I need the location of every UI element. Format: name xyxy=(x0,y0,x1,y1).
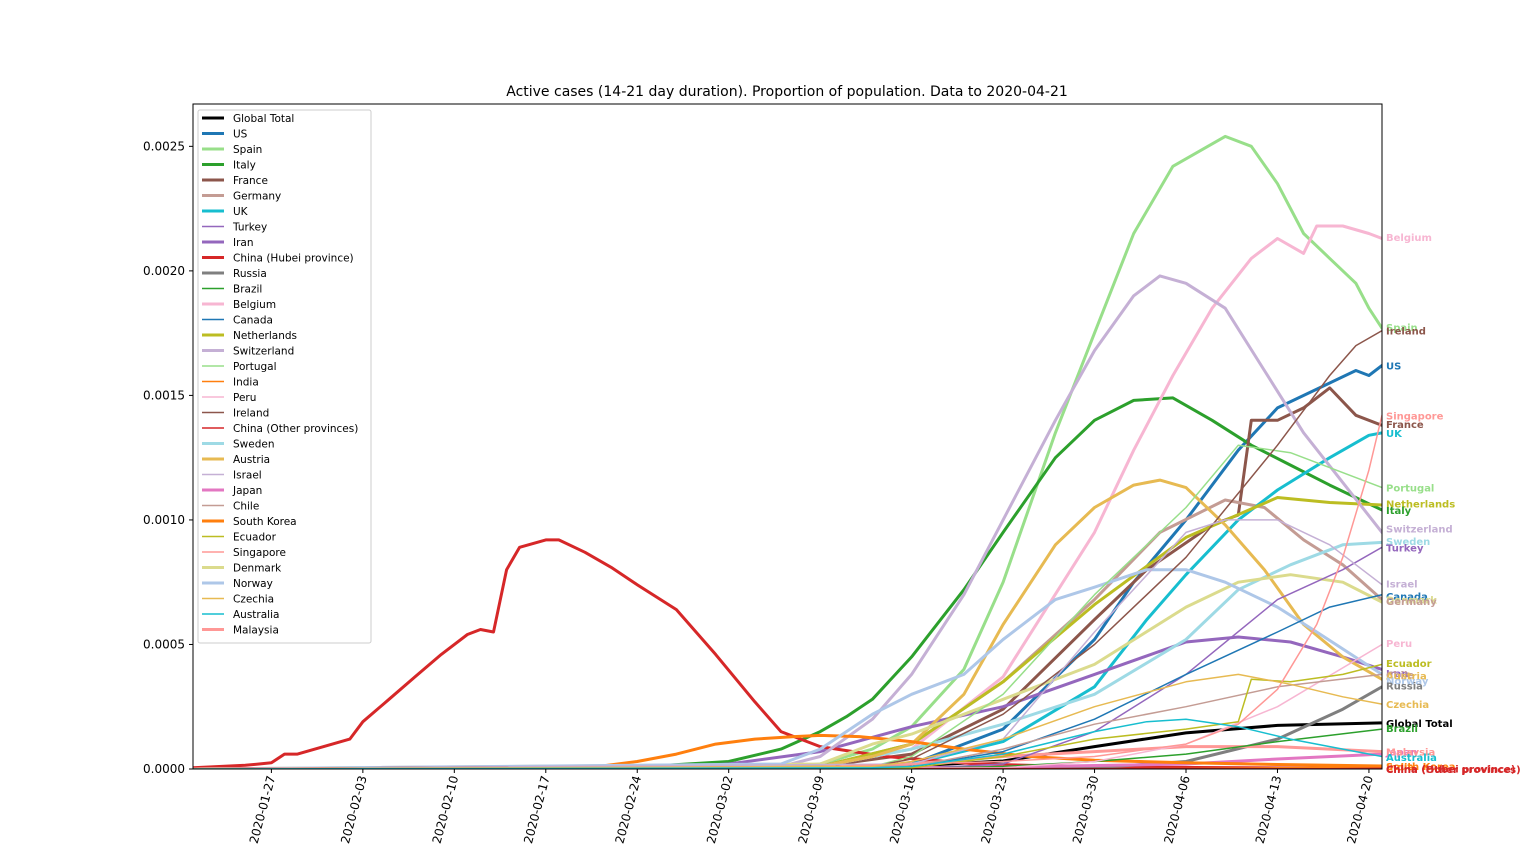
legend: Global Total US Spain Italy France Germany UK T… xyxy=(197,109,372,644)
legend-label-chile: Chile xyxy=(233,501,259,513)
end-label-switzerland: Switzerland xyxy=(1386,525,1453,536)
series-line-netherlands xyxy=(193,496,1382,769)
series-line-south-korea xyxy=(193,733,1382,769)
y-tick-label: 0.0000 xyxy=(143,762,185,776)
end-label-india: India xyxy=(1386,763,1414,774)
end-label-china-hubei-province: China (Hubei province) xyxy=(1386,764,1515,775)
y-tick-label: 0.0010 xyxy=(143,513,185,527)
legend-label-global-total: Global Total xyxy=(233,113,294,125)
end-label-france: France xyxy=(1386,420,1424,431)
plot-frame xyxy=(192,103,1383,770)
end-label-global-total: Global Total xyxy=(1386,719,1453,730)
end-label-czechia: Czechia xyxy=(1386,700,1429,711)
legend-label-china-hubei-province: China (Hubei province) xyxy=(233,253,354,265)
legend-label-iran: Iran xyxy=(233,237,254,249)
end-label-ecuador: Ecuador xyxy=(1386,659,1432,670)
legend-label-israel: Israel xyxy=(233,470,262,482)
legend-label-south-korea: South Korea xyxy=(233,516,297,528)
y-tick-label: 0.0015 xyxy=(143,388,185,402)
legend-label-france: France xyxy=(233,175,268,187)
end-label-turkey: Turkey xyxy=(1386,543,1424,554)
series-line-denmark xyxy=(193,573,1382,769)
end-label-austria: Austria xyxy=(1386,672,1427,683)
legend-label-czechia: Czechia xyxy=(233,594,274,606)
series-layer xyxy=(193,134,1382,769)
series-line-china-hubei-province xyxy=(193,538,1382,769)
end-label-south-korea: South Korea xyxy=(1386,762,1455,773)
end-label-peru: Peru xyxy=(1386,639,1412,650)
series-line-switzerland xyxy=(193,274,1382,769)
end-label-canada: Canada xyxy=(1386,592,1428,603)
end-label-iran: Iran xyxy=(1386,669,1409,680)
legend-label-norway: Norway xyxy=(233,578,273,590)
legend-label-denmark: Denmark xyxy=(233,563,282,575)
legend-label-ireland: Ireland xyxy=(233,408,269,420)
end-label-australia: Australia xyxy=(1386,753,1437,764)
end-label-norway: Norway xyxy=(1386,677,1429,688)
legend-label-turkey: Turkey xyxy=(232,222,267,234)
end-label-brazil: Brazil xyxy=(1386,724,1418,735)
legend-label-portugal: Portugal xyxy=(233,361,277,373)
legend-label-japan: Japan xyxy=(232,485,262,497)
legend-label-malaysia: Malaysia xyxy=(233,625,279,637)
end-label-netherlands: Netherlands xyxy=(1386,500,1455,511)
end-label-china-other-provinces: China (Other provinces) xyxy=(1386,765,1521,776)
end-label-us: US xyxy=(1386,362,1401,373)
legend-label-russia: Russia xyxy=(233,268,267,280)
end-label-italy: Italy xyxy=(1386,506,1412,517)
end-label-malaysia: Malaysia xyxy=(1386,748,1435,759)
legend-label-singapore: Singapore xyxy=(233,547,286,559)
legend-label-sweden: Sweden xyxy=(233,439,275,451)
end-label-sweden: Sweden xyxy=(1386,537,1430,548)
end-label-israel: Israel xyxy=(1386,579,1418,590)
legend-label-belgium: Belgium xyxy=(233,299,276,311)
end-label-spain: Spain xyxy=(1386,323,1418,334)
series-line-spain xyxy=(193,134,1382,769)
y-tick-label: 0.0005 xyxy=(143,637,185,651)
end-label-belgium: Belgium xyxy=(1386,233,1432,244)
series-line-norway xyxy=(193,568,1382,769)
legend-label-australia: Australia xyxy=(233,609,279,621)
y-tick-label: 0.0025 xyxy=(143,139,185,153)
legend-label-ecuador: Ecuador xyxy=(233,532,277,544)
end-label-uk: UK xyxy=(1386,429,1403,440)
legend-label-us: US xyxy=(233,129,248,141)
legend-label-netherlands: Netherlands xyxy=(233,330,297,342)
legend-label-china-other-provinces: China (Other provinces) xyxy=(233,423,358,435)
chart-title: Active cases (14-21 day duration). Propo… xyxy=(506,84,1068,100)
legend-label-india: India xyxy=(233,377,259,389)
legend-label-italy: Italy xyxy=(233,160,256,172)
end-label-chile: Chile xyxy=(1386,670,1414,681)
legend-label-spain: Spain xyxy=(233,144,262,156)
legend-label-switzerland: Switzerland xyxy=(233,346,294,358)
legend-label-canada: Canada xyxy=(233,315,273,327)
legend-label-austria: Austria xyxy=(233,454,270,466)
series-line-ireland xyxy=(193,329,1382,769)
series-line-italy xyxy=(193,396,1382,769)
end-label-ireland: Ireland xyxy=(1386,327,1426,338)
legend-label-germany: Germany xyxy=(233,191,281,203)
legend-label-peru: Peru xyxy=(233,392,256,404)
end-label-singapore: Singapore xyxy=(1386,411,1444,422)
end-label-germany: Germany xyxy=(1386,597,1437,608)
legend-box xyxy=(197,109,372,644)
end-label-denmark: Denmark xyxy=(1386,596,1437,607)
end-label-portugal: Portugal xyxy=(1386,484,1434,495)
legend-label-brazil: Brazil xyxy=(233,284,262,296)
y-tick-label: 0.0020 xyxy=(143,264,185,278)
series-line-israel xyxy=(193,519,1382,769)
series-line-australia xyxy=(193,718,1382,769)
legend-label-uk: UK xyxy=(233,206,249,218)
series-line-czechia xyxy=(193,673,1382,769)
end-label-russia: Russia xyxy=(1386,682,1423,693)
end-label-japan: Japan xyxy=(1385,748,1418,759)
